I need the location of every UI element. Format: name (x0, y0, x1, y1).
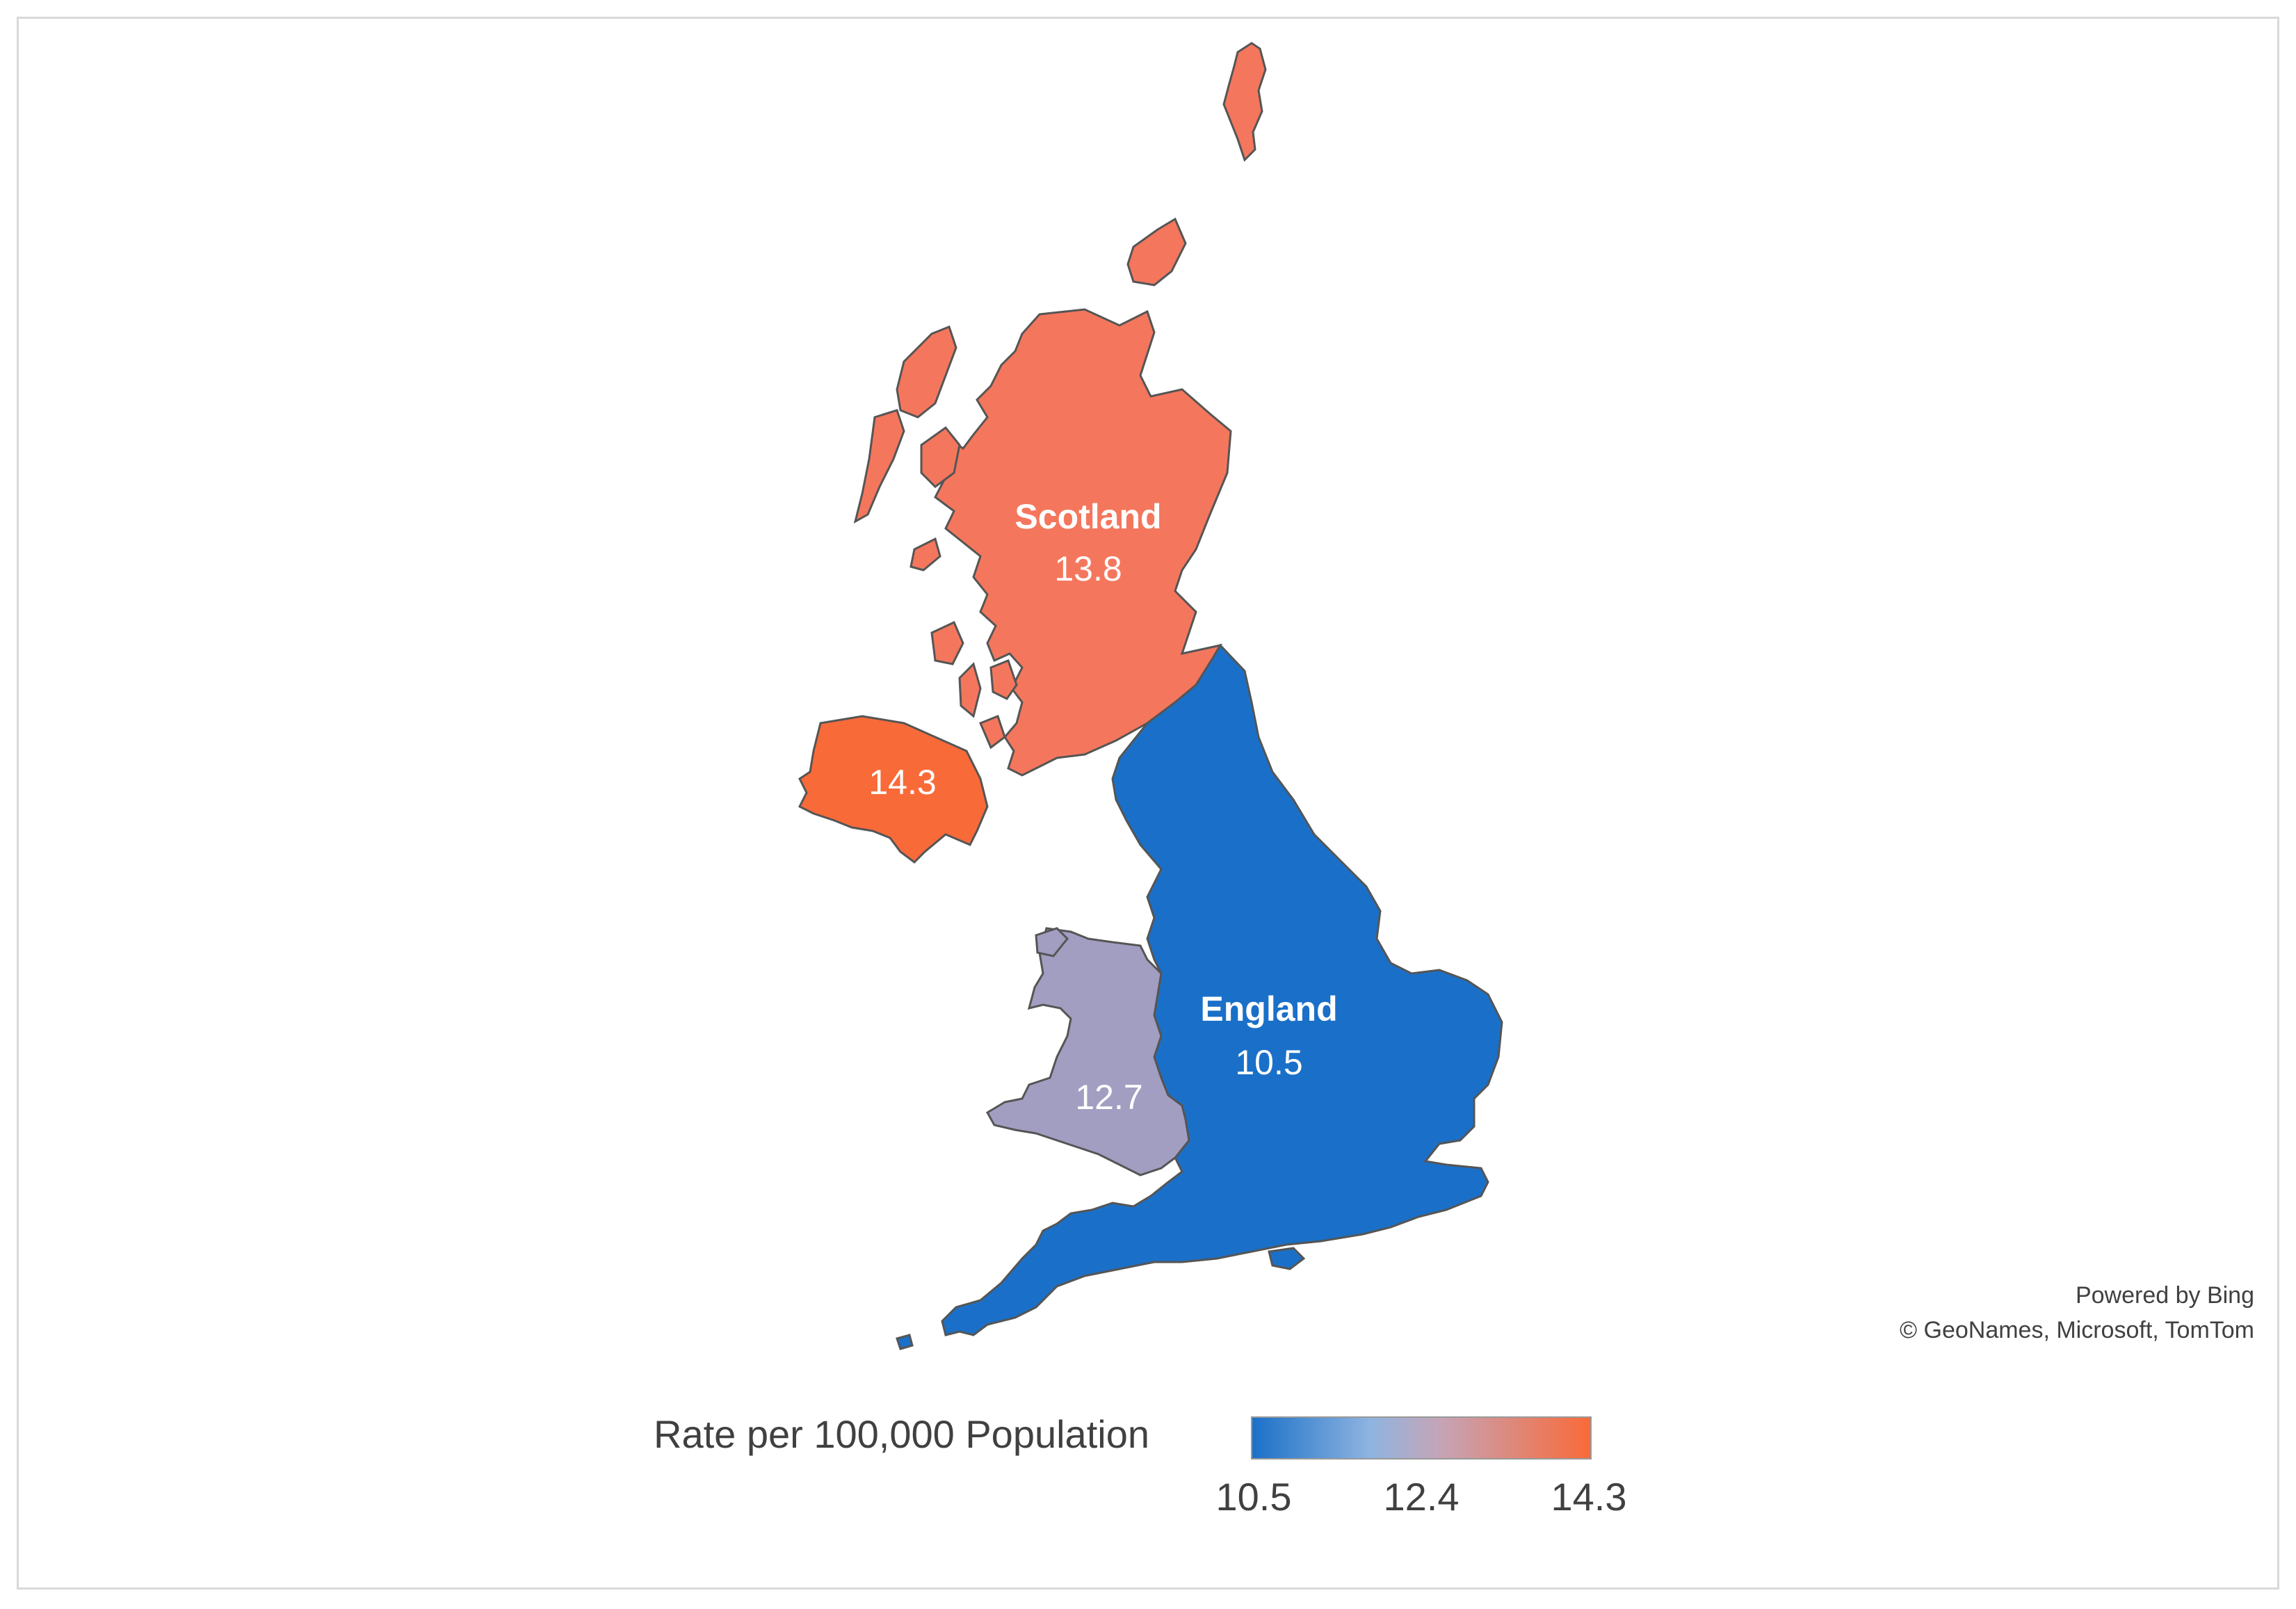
region-northern-ireland[interactable] (798, 715, 989, 864)
scotland-value-label: 13.8 (1054, 549, 1122, 588)
map-attribution: Powered by Bing © GeoNames, Microsoft, T… (1900, 1278, 2254, 1348)
legend-tick-max: 14.3 (1551, 1475, 1627, 1519)
scotland-island (979, 715, 1006, 750)
england-name-label: England (1200, 989, 1337, 1028)
scotland-island (920, 426, 961, 488)
region-england[interactable] (941, 643, 1503, 1336)
orkney-islands (1126, 217, 1187, 286)
legend-gradient-bar (1251, 1416, 1592, 1460)
region-wales[interactable] (985, 927, 1190, 1177)
scotland-island (896, 325, 957, 419)
scotland-island (958, 662, 982, 718)
scotland-island (853, 409, 905, 524)
anglesey (1035, 927, 1069, 957)
england-value-label: 10.5 (1235, 1043, 1302, 1082)
shetland-islands (1222, 42, 1267, 162)
attribution-credits: © GeoNames, Microsoft, TomTom (1900, 1317, 2254, 1343)
legend-title: Rate per 100,000 Population (654, 1412, 1149, 1456)
scotland-name-label: Scotland (1014, 497, 1161, 536)
legend-tick-min: 10.5 (1215, 1475, 1292, 1519)
scotland-island (930, 620, 964, 665)
legend-tick-mid: 12.4 (1383, 1475, 1460, 1519)
isle-of-wight (1268, 1247, 1306, 1270)
scotland-island (909, 537, 941, 572)
scotland-island (989, 659, 1018, 700)
attribution-powered-by: Powered by Bing (2075, 1282, 2254, 1309)
northern-ireland-value-label: 14.3 (868, 763, 936, 802)
isles-of-scilly (896, 1334, 914, 1350)
wales-value-label: 12.7 (1075, 1078, 1142, 1117)
